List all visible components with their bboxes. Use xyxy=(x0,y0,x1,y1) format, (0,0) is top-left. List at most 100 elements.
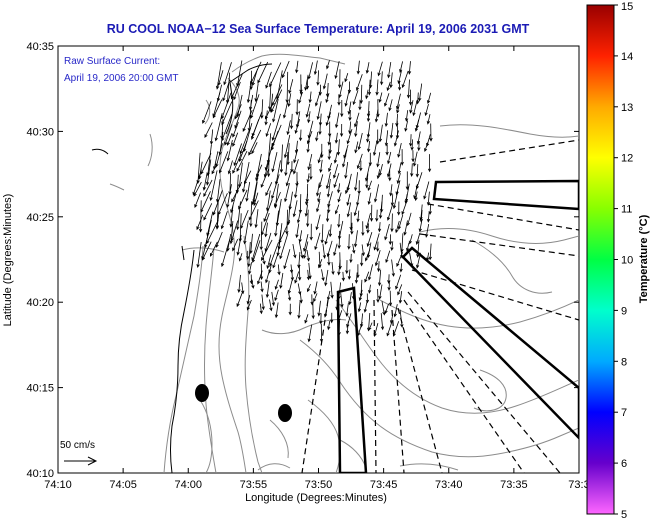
current-vector xyxy=(284,151,289,177)
current-vector xyxy=(250,94,260,119)
current-vector xyxy=(410,139,414,151)
current-vector xyxy=(367,79,372,96)
current-vector xyxy=(406,242,410,252)
current-vector xyxy=(336,139,341,156)
annotation-line-2: April 19, 2006 20:00 GMT xyxy=(64,73,179,84)
current-vector xyxy=(367,264,373,281)
current-vector xyxy=(303,234,309,252)
x-tick-label: 74:05 xyxy=(109,479,137,491)
current-vector xyxy=(403,220,408,236)
current-vector xyxy=(289,113,294,130)
dots xyxy=(195,384,292,422)
y-tick-label: 40:35 xyxy=(26,41,54,53)
current-vector xyxy=(397,163,402,175)
current-vector xyxy=(314,90,321,107)
current-vector xyxy=(337,230,341,250)
current-vector xyxy=(413,151,418,167)
current-vector xyxy=(318,122,322,136)
current-vector xyxy=(257,61,269,84)
coastline xyxy=(91,63,273,473)
current-vector xyxy=(426,191,431,206)
current-vector xyxy=(320,224,324,244)
current-vector xyxy=(259,303,263,315)
current-vector xyxy=(285,209,289,235)
current-vector xyxy=(295,99,299,116)
current-vector xyxy=(368,284,372,294)
current-vector xyxy=(357,302,362,313)
current-vector xyxy=(276,229,282,257)
current-vector xyxy=(325,92,330,104)
current-vector xyxy=(324,269,329,287)
colorbar-tick-label: 13 xyxy=(621,102,633,114)
x-tick-label: 74:10 xyxy=(44,479,72,491)
current-vector xyxy=(396,104,400,114)
current-vector xyxy=(260,169,269,188)
current-vector xyxy=(353,230,358,248)
current-vector xyxy=(344,72,349,83)
y-tick-label: 40:20 xyxy=(26,297,54,309)
current-vector xyxy=(376,288,380,303)
current-vector xyxy=(333,152,338,164)
current-vector xyxy=(410,163,414,178)
current-vector xyxy=(265,71,272,89)
current-vector xyxy=(408,89,413,106)
current-vector xyxy=(294,271,300,284)
current-vector xyxy=(251,240,261,264)
current-vector xyxy=(242,109,253,132)
current-vector xyxy=(234,104,242,120)
current-vector xyxy=(335,112,340,129)
current-vector xyxy=(348,109,352,122)
current-vector xyxy=(378,201,383,219)
current-vector xyxy=(324,229,330,245)
current-vector xyxy=(334,61,340,80)
y-axis: 40:35 40:30 40:25 40:20 40:15 40:10 Latitude … xyxy=(2,41,579,480)
current-vector xyxy=(388,99,393,112)
current-vector xyxy=(424,103,429,117)
current-vector xyxy=(327,253,331,266)
colorbar-tick-label: 14 xyxy=(621,51,633,63)
current-vector xyxy=(316,101,322,121)
current-vector xyxy=(265,269,271,284)
current-vector xyxy=(385,250,391,264)
current-vector xyxy=(352,243,356,254)
current-vector xyxy=(252,181,258,203)
current-vector xyxy=(221,239,231,268)
current-vector xyxy=(337,259,341,276)
beam-polygon xyxy=(432,179,579,211)
current-vector xyxy=(232,239,239,252)
current-vector xyxy=(350,222,354,235)
surface-current-vectors xyxy=(192,60,433,343)
current-vector xyxy=(407,61,412,75)
map-panel: Raw Surface Current: April 19, 2006 20:0… xyxy=(57,45,580,474)
current-vector xyxy=(277,264,281,276)
current-vector xyxy=(423,181,430,200)
current-vector xyxy=(384,303,389,315)
current-vector xyxy=(226,184,232,209)
current-vector xyxy=(266,152,271,178)
current-vector xyxy=(339,123,344,138)
current-vector xyxy=(287,290,292,301)
radar-beams xyxy=(301,139,579,473)
current-vector xyxy=(209,170,218,202)
current-vector xyxy=(365,173,369,189)
current-vector xyxy=(327,320,331,331)
current-vector xyxy=(384,223,390,241)
current-vector xyxy=(415,164,419,178)
current-vector xyxy=(285,170,292,187)
current-vector xyxy=(357,180,361,195)
current-vector xyxy=(333,164,339,179)
current-vector xyxy=(365,62,370,74)
y-tick-label: 40:25 xyxy=(26,212,54,224)
current-vector xyxy=(304,74,309,91)
current-vector xyxy=(226,133,233,146)
current-vector xyxy=(290,269,295,282)
current-vector xyxy=(209,129,214,145)
current-vector xyxy=(349,253,353,264)
current-vector xyxy=(257,270,263,285)
x-tick-label: 73:35 xyxy=(500,479,528,491)
current-vector xyxy=(260,99,264,119)
current-vector xyxy=(378,164,383,177)
beam-polygon xyxy=(401,246,579,440)
current-vector xyxy=(375,209,379,222)
current-vector xyxy=(367,180,372,192)
